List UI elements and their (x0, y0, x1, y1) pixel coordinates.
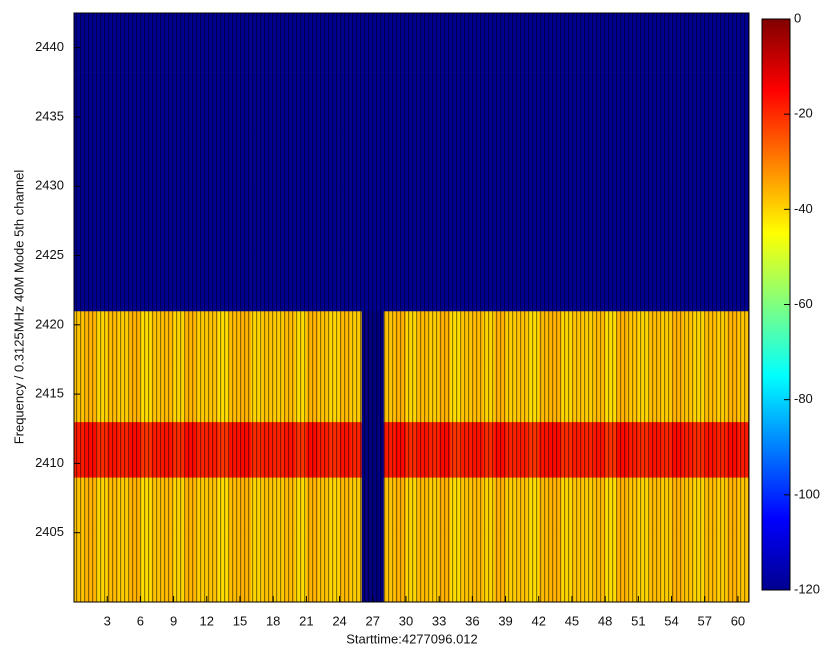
x-tick-label: 36 (465, 613, 479, 628)
x-axis-label: Starttime:4277096.012 (346, 631, 478, 646)
colorbar-tick-label: -120 (794, 581, 820, 596)
y-tick-label: 2430 (35, 178, 64, 193)
x-tick-label: 33 (432, 613, 446, 628)
x-tick-label: 42 (532, 613, 546, 628)
x-tick-label: 39 (498, 613, 512, 628)
x-tick-label: 18 (266, 613, 280, 628)
colorbar-tick-label: -100 (794, 486, 820, 501)
x-tick-label: 30 (399, 613, 413, 628)
colorbar-tick-label: -40 (794, 201, 813, 216)
x-tick-label: 9 (170, 613, 177, 628)
y-tick-label: 2415 (35, 386, 64, 401)
y-tick-label: 2425 (35, 247, 64, 262)
x-tick-label: 60 (731, 613, 745, 628)
x-tick-label: 15 (233, 613, 247, 628)
plot-frame (73, 12, 750, 603)
x-tick-label: 21 (299, 613, 313, 628)
y-tick-label: 2405 (35, 524, 64, 539)
x-tick-label: 3 (104, 613, 111, 628)
colorbar-tick-label: -80 (794, 391, 813, 406)
colorbar-tick-label: -20 (794, 106, 813, 121)
x-tick-label: 12 (200, 613, 214, 628)
y-tick-label: 2420 (35, 316, 64, 331)
x-tick-label: 27 (366, 613, 380, 628)
colorbar-tick-label: -60 (794, 296, 813, 311)
y-tick-label: 2435 (35, 108, 64, 123)
x-tick-label: 54 (664, 613, 678, 628)
x-tick-label: 48 (598, 613, 612, 628)
x-tick-label: 6 (137, 613, 144, 628)
y-axis-label: Frequency / 0.3125MHz 40M Mode 5th chann… (11, 170, 26, 445)
x-tick-label: 45 (565, 613, 579, 628)
x-tick-label: 24 (332, 613, 346, 628)
x-tick-label: 57 (698, 613, 712, 628)
colorbar-tick-label: 0 (794, 10, 801, 25)
y-tick-label: 2440 (35, 39, 64, 54)
texture (74, 13, 749, 602)
x-tick-label: 51 (631, 613, 645, 628)
y-tick-label: 2410 (35, 455, 64, 470)
